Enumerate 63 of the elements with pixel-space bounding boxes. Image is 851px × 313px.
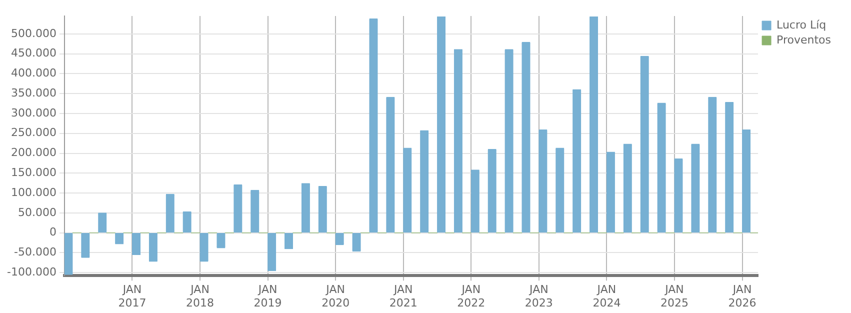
bar [352,233,361,252]
bar [572,89,582,233]
bar [268,233,276,271]
bar [98,212,107,233]
y-tick-label: 0 [49,226,56,239]
bar [420,130,429,233]
x-tick-label: JAN 2026 [728,283,756,310]
bar [590,16,598,233]
bar [522,42,530,233]
bar [148,233,158,262]
bar [556,148,564,233]
x-tick-label: JAN 2025 [660,283,688,310]
bar [674,158,683,233]
y-tick-label: -50.000 [14,246,56,259]
bar [504,49,514,233]
y-tick-label: 350.000 [10,86,56,100]
bar [437,16,446,233]
bar [250,190,260,233]
bar [488,148,496,233]
bar [166,194,174,233]
bar [454,49,462,233]
bar [386,96,395,233]
bar [81,233,90,258]
bar [301,183,310,233]
x-tick-label: JAN 2019 [254,283,282,310]
bar [623,144,632,233]
legend-label: Lucro Líq [776,18,826,32]
bar [403,148,412,233]
x-tick-label: JAN 2023 [524,283,553,310]
y-tick-label: 400.000 [10,66,56,80]
y-tick-label: 450.000 [10,46,56,60]
x-tick-label: JAN 2024 [592,283,621,310]
x-tick-label: JAN 2021 [389,283,418,310]
bar [470,170,480,233]
bar [742,129,751,233]
bar [369,18,378,233]
y-tick-label: 300.000 [10,106,56,120]
bar [200,233,208,262]
x-tick-label: JAN 2018 [186,283,214,310]
bar [216,233,226,248]
y-tick-label: 150.000 [10,166,56,180]
bar [318,186,327,233]
bar [234,184,242,233]
bar [725,102,734,233]
y-tick-label: 500.000 [10,26,56,40]
y-tick-label: -100.000 [6,265,56,278]
bar [182,211,192,233]
bar [657,102,666,233]
legend-label: Proventos [776,33,832,46]
x-tick-label: JAN 2022 [457,283,486,310]
x-tick-label: JAN 2017 [118,283,146,310]
bar [640,56,649,233]
y-tick-label: 250.000 [10,126,56,140]
y-tick-label: 200.000 [10,146,56,160]
bar [64,233,73,275]
bar [606,152,615,233]
y-tick-label: 100.000 [10,186,56,199]
bar [708,96,717,233]
bar [691,144,700,233]
bar [538,129,548,233]
bar [132,233,140,256]
y-tick-label: 50.000 [18,206,56,219]
x-tick-label: JAN 2020 [322,283,350,310]
